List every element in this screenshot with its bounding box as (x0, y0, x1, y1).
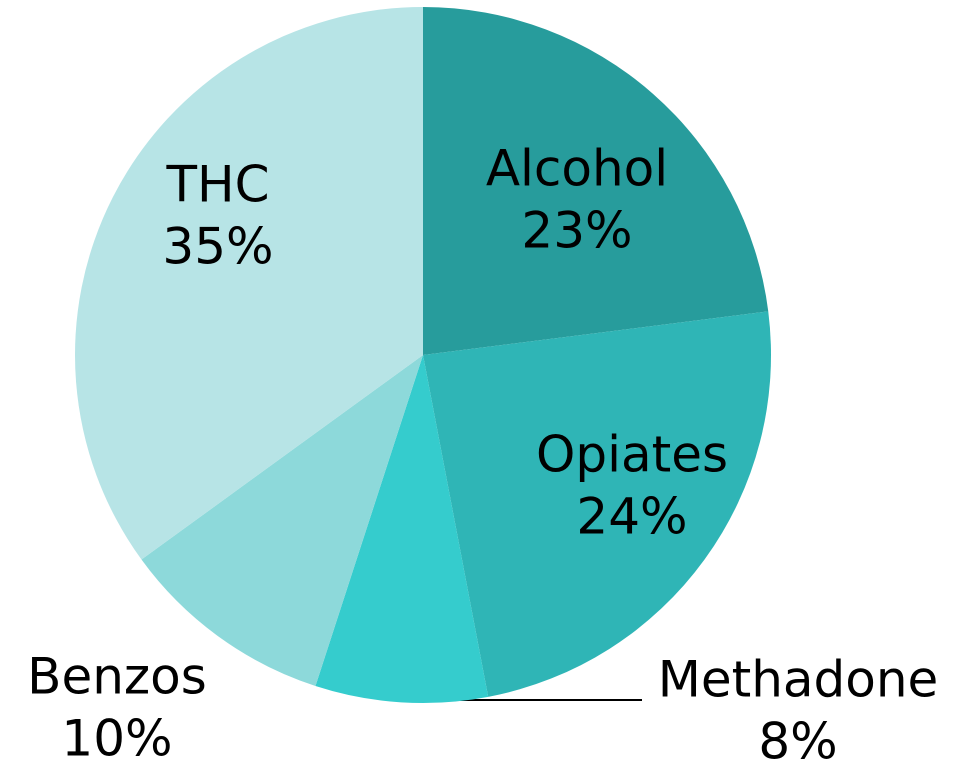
slice-value-label: 10% (61, 710, 172, 768)
slice-value-label: 35% (162, 218, 273, 276)
slice-value-label: 24% (576, 488, 687, 546)
slice-value-label: 23% (521, 202, 632, 260)
slice-value-label: 8% (758, 713, 837, 768)
slice-label: Benzos (27, 648, 207, 706)
slice-label: Alcohol (486, 140, 668, 198)
pie-slice (75, 7, 424, 560)
pie-slice (315, 355, 489, 703)
pie-slice (423, 311, 771, 697)
slice-label: Methadone (658, 651, 939, 709)
slice-label: Opiates (536, 426, 728, 484)
slice-label: THC (165, 156, 269, 214)
pie-slice (141, 355, 423, 686)
pie-slice (423, 7, 769, 355)
